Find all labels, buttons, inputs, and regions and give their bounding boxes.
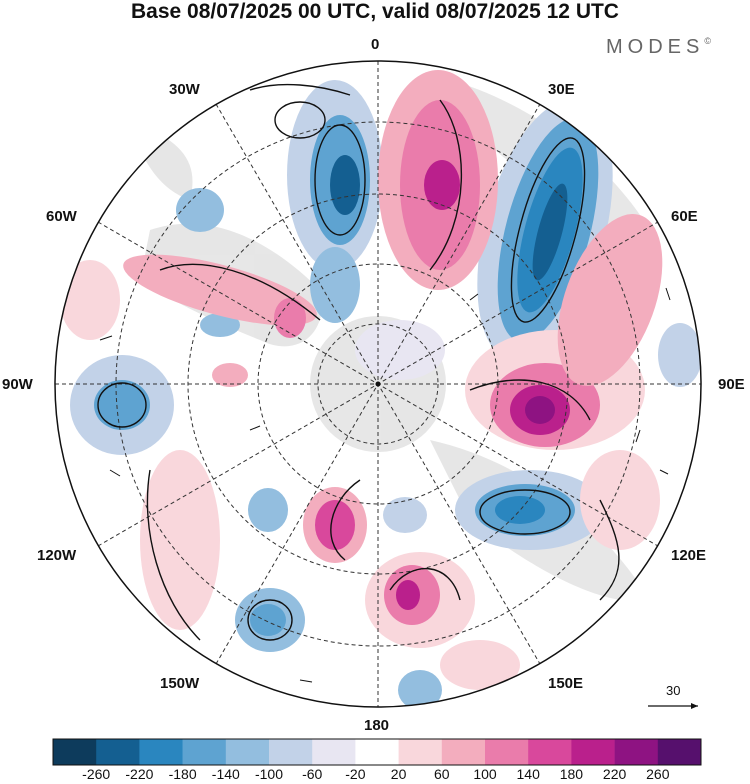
reference-vector-value: 30 — [666, 683, 681, 698]
colorbar — [52, 738, 702, 766]
colorbar-tick-label: -20 — [345, 766, 366, 782]
colorbar-swatch — [182, 739, 227, 765]
lon-label-30e: 30E — [548, 81, 575, 98]
colorbar-tick-label: -260 — [82, 766, 111, 782]
lon-label-90w: 90W — [2, 376, 33, 393]
lon-label-180: 180 — [364, 717, 390, 734]
colorbar-tick-label: 220 — [602, 766, 627, 782]
lon-label-150w: 150W — [160, 675, 200, 692]
colorbar-swatch — [355, 739, 399, 765]
colorbar-swatch — [225, 739, 270, 765]
colorbar-tick-label: -60 — [302, 766, 323, 782]
map-boundary — [54, 60, 702, 708]
reference-vector-arrow — [648, 703, 698, 709]
colorbar-swatch — [53, 739, 97, 765]
lon-label-0: 0 — [371, 36, 380, 53]
colorbar-swatch — [139, 739, 183, 765]
wind-streamlines — [97, 83, 620, 641]
colorbar-tick-label: 60 — [434, 766, 450, 782]
colorbar-swatch — [269, 739, 313, 765]
colorbar-tick-label: -220 — [125, 766, 154, 782]
lon-label-150e: 150E — [548, 675, 584, 692]
lon-label-30w: 30W — [169, 81, 200, 98]
colorbar-tick-label: 100 — [473, 766, 497, 782]
colorbar-tick-label: 140 — [516, 766, 540, 782]
colorbar-swatch — [571, 739, 615, 765]
colorbar-tick-label: 20 — [390, 766, 407, 782]
colorbar-tick-label: -180 — [168, 766, 197, 782]
colorbar-swatch — [614, 739, 659, 765]
colorbar-swatch — [441, 739, 486, 765]
colorbar-tick-label: 260 — [646, 766, 670, 782]
lon-label-120w: 120W — [37, 547, 77, 564]
colorbar-tick-label: -100 — [254, 766, 284, 782]
colorbar-tick-labels: -260 -220 -180 -140 -100 -60 -20 20 60 100 140 180 2… — [0, 766, 750, 784]
colorbar-tick-label: -140 — [211, 766, 240, 782]
lon-label-120e: 120E — [671, 547, 707, 564]
colorbar-swatch — [657, 739, 702, 765]
colorbar-border — [52, 738, 702, 766]
positive-anomalies — [60, 70, 663, 690]
colorbar-swatch — [96, 739, 140, 765]
colorbar-swatch — [485, 739, 529, 765]
colorbar-swatch — [528, 739, 572, 765]
lon-label-60w: 60W — [46, 208, 77, 225]
lon-label-90e: 90E — [718, 376, 745, 393]
colorbar-swatch — [398, 739, 443, 765]
reference-vector: 30 — [648, 683, 708, 713]
colorbar-swatch — [312, 739, 356, 765]
map-title: Base 08/07/2025 00 UTC, valid 08/07/2025… — [131, 0, 619, 23]
colorbar-tick-label: 180 — [559, 766, 584, 782]
lon-label-60e: 60E — [671, 208, 698, 225]
modes-logo: MODES© — [606, 36, 711, 58]
